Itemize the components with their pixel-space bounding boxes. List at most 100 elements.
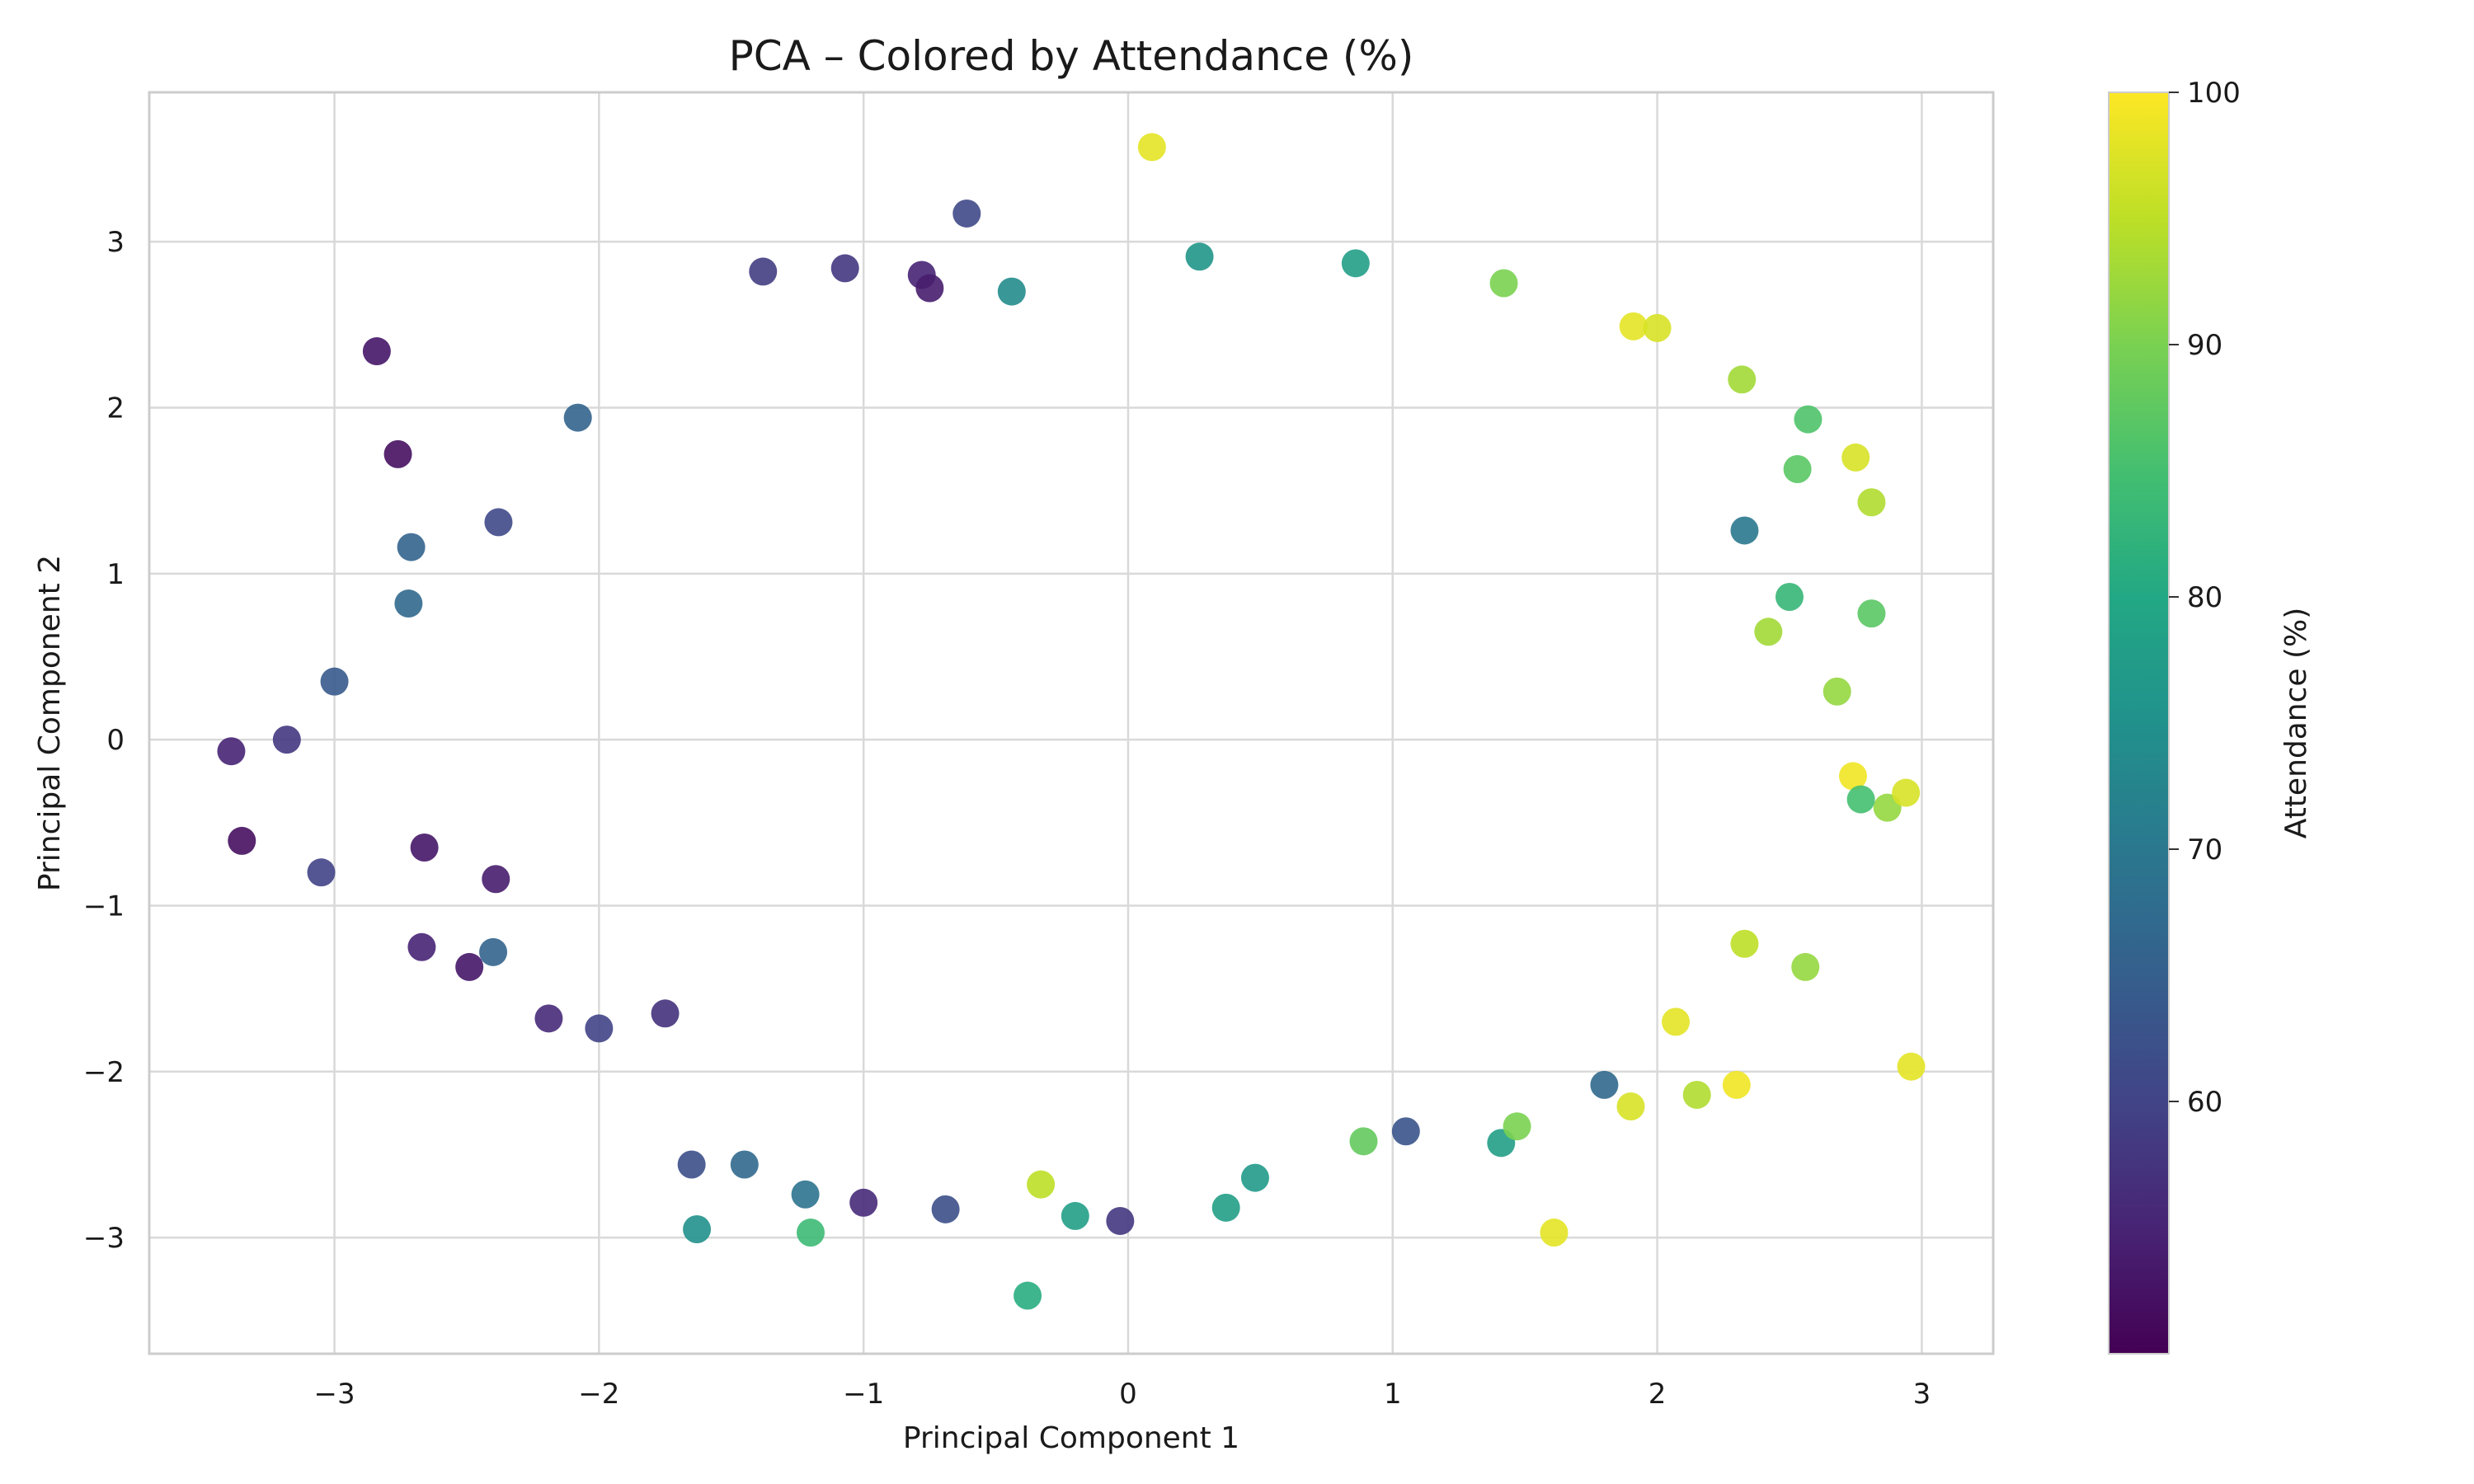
scatter-point — [683, 1215, 712, 1244]
scatter-point — [217, 737, 246, 766]
y-tick-label: 1 — [106, 558, 125, 591]
scatter-point — [534, 1004, 563, 1033]
x-tick-label: −3 — [313, 1378, 355, 1411]
scatter-point — [1391, 1117, 1420, 1146]
scatter-point — [1775, 583, 1804, 611]
scatter-point — [585, 1014, 614, 1043]
colorbar-ticks: 60 70 80 90 100 — [2169, 77, 2241, 1119]
scatter-point — [307, 858, 336, 887]
scatter-point — [272, 726, 301, 754]
scatter-point — [1211, 1193, 1240, 1222]
x-tick-label: 0 — [1119, 1378, 1137, 1411]
scatter-point — [455, 952, 484, 981]
scatter-point — [410, 833, 439, 862]
plot-area-background — [149, 92, 1993, 1354]
scatter-point — [1897, 1052, 1926, 1081]
scatter-point — [1682, 1080, 1711, 1109]
x-tick-label: −1 — [843, 1378, 884, 1411]
colorbar-label: Attendance (%) — [2279, 608, 2313, 839]
x-axis-label: Principal Component 1 — [903, 1421, 1239, 1455]
scatter-point — [830, 254, 859, 283]
scatter-point — [791, 1180, 820, 1209]
scatter-point — [1240, 1163, 1269, 1192]
scatter-point — [383, 439, 412, 468]
scatter-point — [1783, 454, 1812, 483]
scatter-point — [730, 1150, 759, 1179]
scatter-point — [1619, 312, 1648, 340]
scatter-point — [677, 1150, 706, 1179]
scatter-point — [997, 277, 1026, 306]
scatter-point — [1794, 405, 1823, 434]
scatter-point — [952, 199, 981, 228]
plot-frame — [148, 91, 1995, 1355]
chart-title: PCA – Colored by Attendance (%) — [729, 32, 1414, 80]
scatter-point — [1728, 365, 1757, 394]
scatter-point — [397, 533, 426, 561]
y-tick-label: 2 — [106, 392, 125, 425]
scatter-point — [479, 937, 508, 966]
y-tick-label: 3 — [106, 226, 125, 259]
scatter-point — [1503, 1112, 1531, 1141]
scatter-points — [217, 133, 1926, 1310]
scatter-point — [1027, 1170, 1056, 1199]
colorbar-tick-label: 100 — [2187, 77, 2241, 110]
scatter-point — [484, 508, 513, 537]
scatter-point — [651, 999, 680, 1028]
scatter-point — [320, 667, 349, 696]
scatter-point — [1489, 269, 1518, 298]
scatter-point — [849, 1188, 878, 1217]
scatter-point — [362, 337, 391, 366]
colorbar — [2108, 92, 2170, 1355]
scatter-point — [1061, 1201, 1089, 1230]
y-axis-label: Principal Component 2 — [33, 555, 67, 891]
scatter-point — [1730, 929, 1759, 958]
scatter-point — [1590, 1070, 1619, 1099]
x-tick-label: 2 — [1649, 1378, 1667, 1411]
colorbar-tick-label: 60 — [2187, 1086, 2222, 1119]
colorbar-tick-label: 90 — [2187, 329, 2222, 362]
scatter-point — [563, 403, 592, 432]
x-tick-label: −2 — [578, 1378, 619, 1411]
scatter-point — [1823, 677, 1851, 706]
scatter-point — [1838, 762, 1867, 791]
scatter-point — [797, 1219, 825, 1247]
scatter-point — [1846, 785, 1875, 814]
scatter-point — [1616, 1092, 1645, 1121]
y-axis-ticks: −3 −2 −1 0 1 2 3 — [83, 226, 125, 1255]
scatter-point — [1791, 952, 1820, 981]
x-tick-label: 1 — [1384, 1378, 1402, 1411]
scatter-point — [1754, 618, 1783, 646]
colorbar-tick-label: 80 — [2187, 581, 2222, 614]
scatter-point — [1185, 242, 1214, 271]
y-tick-label: −2 — [83, 1056, 125, 1089]
y-tick-label: −3 — [83, 1222, 125, 1255]
scatter-point — [931, 1195, 960, 1223]
scatter-point — [1662, 1007, 1691, 1036]
colorbar-tick-label: 70 — [2187, 834, 2222, 866]
scatter-point — [1014, 1281, 1042, 1310]
scatter-point — [228, 826, 256, 855]
scatter-point — [1892, 778, 1921, 807]
scatter-point — [749, 257, 778, 286]
scatter-point — [1643, 313, 1672, 342]
scatter-point — [1857, 488, 1886, 517]
scatter-point — [1137, 133, 1166, 162]
scatter-point — [1722, 1070, 1751, 1099]
scatter-point — [1341, 249, 1370, 278]
scatter-point — [1730, 516, 1759, 545]
scatter-point — [1106, 1206, 1135, 1235]
scatter-point — [394, 589, 423, 618]
scatter-point — [1540, 1219, 1569, 1247]
scatter-point — [1349, 1127, 1378, 1156]
x-axis-ticks: −3 −2 −1 0 1 2 3 — [313, 1378, 1931, 1411]
scatter-point — [407, 932, 436, 961]
x-tick-label: 3 — [1913, 1378, 1931, 1411]
scatter-point — [915, 274, 944, 303]
y-tick-label: −1 — [83, 890, 125, 923]
scatter-point — [1857, 599, 1886, 628]
scatter-point — [1841, 443, 1870, 472]
y-tick-label: 0 — [106, 724, 125, 757]
scatter-point — [482, 865, 510, 894]
grid-lines — [149, 92, 1993, 1354]
